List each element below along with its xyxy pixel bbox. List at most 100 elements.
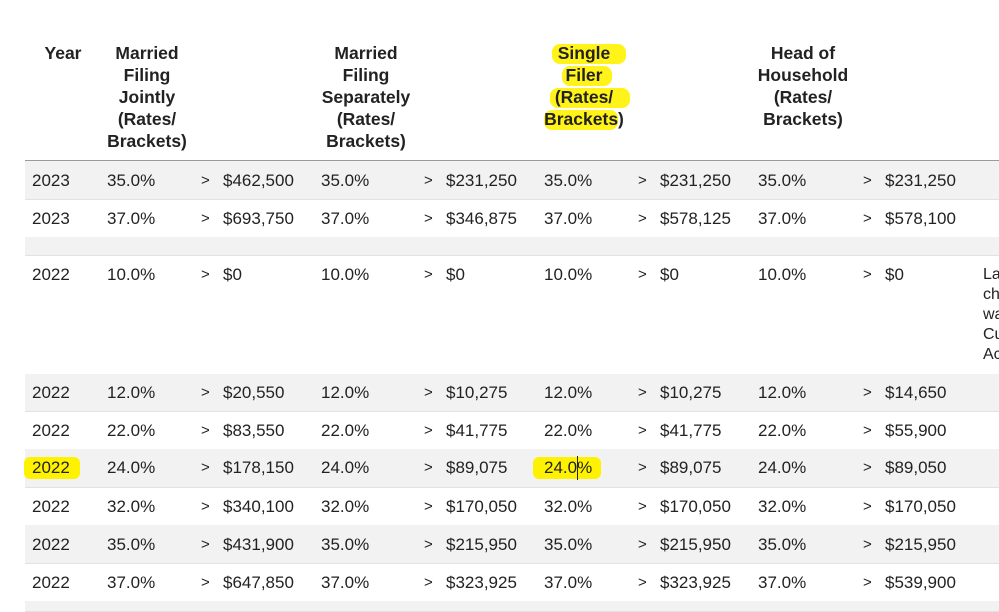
cell-mfj-rate: 37.0%	[107, 209, 156, 228]
cell-hoh-rate: 35.0%	[758, 535, 807, 554]
header-year: Year	[38, 42, 88, 64]
cell-mfs-amount: $231,250	[446, 171, 517, 190]
cell-single-amount: $0	[660, 265, 679, 284]
cell-mfj-gt: >	[201, 172, 210, 189]
cell-mfs-amount: $170,050	[446, 497, 517, 516]
cell-mfs-gt: >	[424, 574, 433, 591]
cell-hoh-gt: >	[863, 422, 872, 439]
table-row	[25, 411, 999, 450]
table-row	[25, 161, 999, 200]
cell-single-rate: 35.0%	[544, 171, 593, 190]
cell-year: 2022	[32, 497, 70, 516]
cell-mfj-amount: $20,550	[223, 383, 285, 402]
cell-single-gt: >	[638, 172, 647, 189]
cell-mfs-rate: 37.0%	[321, 573, 370, 592]
cell-mfs-gt: >	[424, 536, 433, 553]
cell-mfj-amount: $340,100	[223, 497, 294, 516]
cell-single-amount: $41,775	[660, 421, 722, 440]
cell-mfj-rate: 37.0%	[107, 573, 156, 592]
cell-single-gt: >	[638, 459, 647, 476]
cell-mfj-gt: >	[201, 266, 210, 283]
cell-year: 2022	[32, 421, 70, 440]
note-line: Cu	[983, 326, 999, 343]
header-head-of-household: Head of Household (Rates/ Brackets)	[748, 42, 858, 130]
header-line: Single	[557, 43, 611, 63]
cell-mfs-rate: 37.0%	[321, 209, 370, 228]
cell-single-rate: 32.0%	[544, 497, 593, 516]
note-line: wa	[983, 306, 999, 323]
cell-hoh-gt: >	[863, 172, 872, 189]
cell-mfs-rate: 24.0%	[321, 458, 370, 477]
cell-single-amount: $215,950	[660, 535, 731, 554]
header-line: Brackets)	[326, 131, 406, 151]
cell-mfs-rate: 10.0%	[321, 265, 370, 284]
cell-hoh-rate: 35.0%	[758, 171, 807, 190]
cell-mfj-gt: >	[201, 498, 210, 515]
header-line: Married	[334, 43, 398, 63]
cell-single-rate: 24.0%	[544, 458, 593, 477]
cell-hoh-amount: $215,950	[885, 535, 956, 554]
cell-mfs-gt: >	[424, 172, 433, 189]
cell-single-gt: >	[638, 498, 647, 515]
cell-mfj-amount: $462,500	[223, 171, 294, 190]
cell-single-rate: 37.0%	[544, 573, 593, 592]
cell-hoh-rate: 32.0%	[758, 497, 807, 516]
cell-mfs-amount: $41,775	[446, 421, 508, 440]
cell-mfs-rate: 32.0%	[321, 497, 370, 516]
cell-single-gt: >	[638, 384, 647, 401]
header-line: (Rates/	[117, 109, 177, 129]
cell-hoh-rate: 24.0%	[758, 458, 807, 477]
cell-mfj-rate: 10.0%	[107, 265, 156, 284]
header-line: Separately	[321, 87, 411, 107]
cell-mfj-gt: >	[201, 384, 210, 401]
cell-mfj-gt: >	[201, 536, 210, 553]
year-cell-highlight	[24, 457, 80, 479]
cell-mfj-rate: 12.0%	[107, 383, 156, 402]
cell-mfs-gt: >	[424, 498, 433, 515]
cell-mfs-amount: $215,950	[446, 535, 517, 554]
header-line: Filing	[342, 65, 390, 85]
single-filer-header-highlight	[544, 110, 618, 130]
cell-hoh-amount: $539,900	[885, 573, 956, 592]
cell-hoh-rate: 10.0%	[758, 265, 807, 284]
single-filer-header-highlight	[562, 66, 612, 86]
cell-hoh-gt: >	[863, 574, 872, 591]
cell-single-amount: $323,925	[660, 573, 731, 592]
cell-single-amount: $231,250	[660, 171, 731, 190]
cell-single-rate: 10.0%	[544, 265, 593, 284]
cell-mfj-amount: $693,750	[223, 209, 294, 228]
table-row	[25, 255, 999, 375]
cell-mfs-amount: $89,075	[446, 458, 508, 477]
note-line: Ac	[983, 346, 999, 363]
cell-mfj-gt: >	[201, 422, 210, 439]
header-year-label: Year	[44, 43, 82, 63]
cell-mfj-rate: 24.0%	[107, 458, 156, 477]
rate-cell-highlight	[533, 457, 601, 479]
cell-single-gt: >	[638, 422, 647, 439]
cell-mfj-rate: 22.0%	[107, 421, 156, 440]
header-line: Filing	[123, 65, 171, 85]
text-cursor	[577, 456, 578, 480]
cell-hoh-amount: $578,100	[885, 209, 956, 228]
header-line: Brackets)	[107, 131, 187, 151]
cell-single-rate: 35.0%	[544, 535, 593, 554]
table-row	[25, 601, 999, 612]
header-line: Jointly	[118, 87, 176, 107]
cell-single-amount: $10,275	[660, 383, 722, 402]
cell-single-amount: $170,050	[660, 497, 731, 516]
cell-mfs-rate: 12.0%	[321, 383, 370, 402]
cell-single-amount: $89,075	[660, 458, 722, 477]
header-line: Head of	[770, 43, 836, 63]
cell-mfj-rate: 35.0%	[107, 535, 156, 554]
cell-hoh-gt: >	[863, 266, 872, 283]
cell-mfs-gt: >	[424, 422, 433, 439]
cell-mfs-amount: $10,275	[446, 383, 508, 402]
cell-hoh-amount: $89,050	[885, 458, 947, 477]
single-filer-header-highlight	[550, 88, 630, 108]
cell-year: 2023	[32, 209, 70, 228]
header-line: Brackets)	[544, 109, 624, 129]
cell-mfj-rate: 32.0%	[107, 497, 156, 516]
cell-mfs-gt: >	[424, 459, 433, 476]
cell-mfs-gt: >	[424, 210, 433, 227]
cell-mfj-amount: $83,550	[223, 421, 285, 440]
